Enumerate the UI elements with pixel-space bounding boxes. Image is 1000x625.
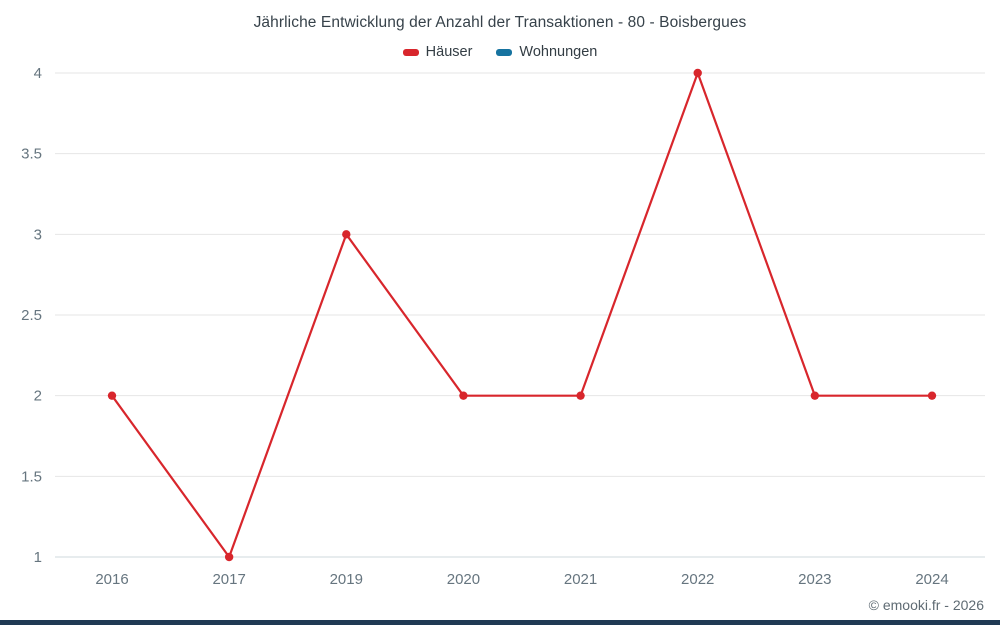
legend-swatch-haeuser [402, 48, 419, 56]
data-point[interactable] [693, 68, 702, 78]
legend-label-wohnungen: Wohnungen [519, 44, 598, 60]
y-tick-label: 1 [34, 549, 42, 566]
data-point[interactable] [342, 230, 351, 239]
y-tick-label: 3 [34, 226, 42, 243]
y-tick-label: 4 [34, 65, 42, 82]
data-point[interactable] [810, 391, 820, 400]
copyright: © emooki.fr - 2026 [868, 597, 984, 613]
x-tick-label: 2023 [798, 571, 831, 588]
chart-title: Jährliche Entwicklung der Anzahl der Tra… [253, 14, 747, 31]
series-line-0 [110, 71, 934, 559]
bottom-bar [0, 620, 1000, 625]
x-tick-label: 2016 [95, 571, 128, 588]
legend-label-haeuser: Häuser [425, 44, 473, 60]
legend-item-haeuser[interactable]: Häuser [402, 44, 473, 60]
x-tick-label: 2024 [915, 571, 948, 588]
data-point[interactable] [576, 391, 585, 400]
data-point[interactable] [927, 391, 937, 400]
x-tick-label: 2020 [447, 571, 480, 588]
legend-swatch-wohnungen [496, 48, 513, 56]
x-tick-label: 2022 [681, 571, 714, 588]
data-point[interactable] [224, 552, 234, 562]
y-tick-label: 2.5 [21, 307, 42, 324]
data-point[interactable] [107, 391, 117, 400]
x-tick-label: 2017 [212, 571, 245, 588]
y-tick-label: 3.5 [21, 146, 42, 163]
x-tick-label: 2021 [564, 571, 597, 588]
y-tick-label: 2 [34, 388, 42, 405]
data-point[interactable] [459, 391, 468, 400]
x-tick-label: 2019 [330, 571, 363, 588]
y-tick-label: 1.5 [21, 468, 42, 485]
legend-item-wohnungen[interactable]: Wohnungen [496, 44, 597, 60]
chart-legend: Häuser Wohnungen [0, 44, 1000, 60]
